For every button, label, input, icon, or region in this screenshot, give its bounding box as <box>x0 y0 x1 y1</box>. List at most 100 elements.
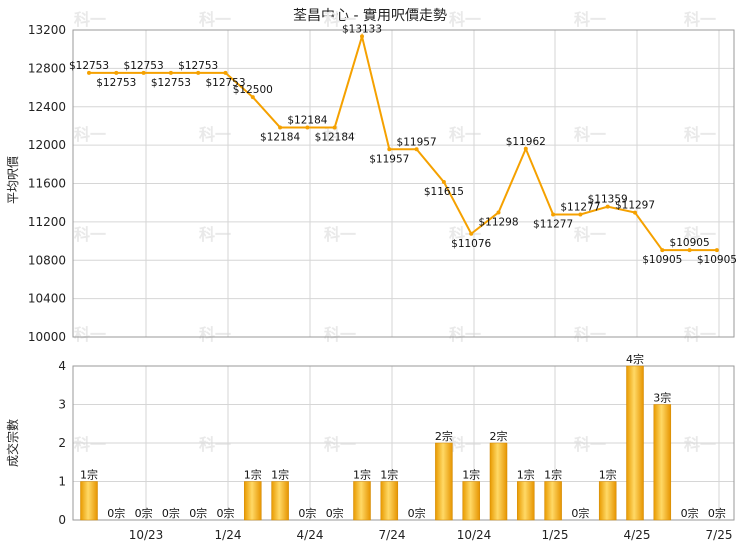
price-plot-frame <box>72 29 735 338</box>
count-y-tick-label: 0 <box>58 513 66 527</box>
price-data-label: $12753 <box>178 60 218 72</box>
count-bar-label: 4宗 <box>626 352 644 366</box>
price-y-tick-label: 10000 <box>28 330 66 344</box>
price-data-label: $10905 <box>697 254 737 266</box>
price-y-tick-label: 10400 <box>28 292 66 306</box>
count-y-tick-label: 3 <box>58 398 66 412</box>
watermark-text: 科一 <box>684 225 716 244</box>
watermark-text: 科一 <box>324 125 356 144</box>
price-point <box>387 147 392 152</box>
count-bar <box>462 481 480 521</box>
x-tick-label: 7/24 <box>379 528 406 542</box>
watermark-text: 科一 <box>684 325 716 344</box>
price-data-label: $12184 <box>315 131 355 143</box>
count-bars <box>80 365 672 521</box>
price-y-tick-label: 12400 <box>28 100 66 114</box>
count-bar-label: 1宗 <box>353 468 371 482</box>
count-bar-label: 0宗 <box>135 506 153 520</box>
price-point <box>87 70 91 75</box>
price-data-label: $11957 <box>369 153 409 165</box>
watermark-text: 科一 <box>324 435 356 454</box>
count-bar-label: 0宗 <box>326 506 344 520</box>
price-point <box>469 231 474 236</box>
watermark-text: 科一 <box>684 10 716 29</box>
watermark-text: 科一 <box>574 435 606 454</box>
price-point <box>687 248 692 253</box>
count-bar <box>244 481 262 521</box>
count-bar-label: 1宗 <box>271 468 289 482</box>
price-point <box>605 204 610 209</box>
watermark-text: 科一 <box>574 325 606 344</box>
count-bar <box>380 481 399 521</box>
chart-title: 荃昌中心 - 實用呎價走勢 <box>293 7 447 24</box>
count-bar <box>353 481 371 521</box>
x-tick-label: 7/25 <box>706 528 733 542</box>
watermark-text: 科一 <box>684 125 716 144</box>
price-data-label: $12753 <box>96 77 136 89</box>
count-bar-label: 1宗 <box>462 468 480 482</box>
price-data-label: $12184 <box>287 114 327 126</box>
count-y-tick-label: 1 <box>58 475 66 489</box>
price-line-series <box>89 32 717 252</box>
count-bar-label: 0宗 <box>571 506 589 520</box>
count-bar-label: 0宗 <box>107 506 125 520</box>
count-bar-label: 2宗 <box>435 429 453 443</box>
price-point <box>223 70 228 75</box>
watermark-text: 科一 <box>574 225 606 244</box>
price-point <box>360 34 364 39</box>
count-bar-label: 1宗 <box>517 468 535 482</box>
watermark-text: 科一 <box>449 125 481 144</box>
watermark-text: 科一 <box>74 225 106 244</box>
x-tick-label: 4/24 <box>297 528 324 542</box>
watermark-text: 科一 <box>199 325 231 344</box>
count-bar <box>626 365 644 521</box>
price-data-label: $12753 <box>151 77 191 89</box>
count-bar-label: 0宗 <box>162 506 180 520</box>
x-tick-label: 4/25 <box>624 528 651 542</box>
price-data-label: $11076 <box>451 238 491 250</box>
x-axis: 10/23 1/24 4/24 7/24 10/24 1/25 4/25 7/25 <box>129 528 733 542</box>
price-point <box>141 70 146 75</box>
count-bar <box>598 481 617 521</box>
price-data-label: $10905 <box>642 254 682 266</box>
price-point <box>305 125 310 130</box>
watermark-text: 科一 <box>199 225 231 244</box>
price-point <box>250 95 255 100</box>
count-bar-label: 1宗 <box>599 468 617 482</box>
price-point <box>414 147 419 152</box>
price-y-axis-title: 平均呎價 <box>6 156 20 204</box>
price-data-label: $12753 <box>69 60 109 72</box>
count-bar-label: 0宗 <box>408 506 426 520</box>
price-point <box>660 248 665 253</box>
watermark-text: 科一 <box>684 435 716 454</box>
price-data-label: $11615 <box>424 186 464 198</box>
watermark-text: 科一 <box>199 10 231 29</box>
price-point <box>196 70 201 75</box>
count-y-axis: 0 1 2 3 4 <box>58 359 66 527</box>
count-bar-label: 2宗 <box>490 429 508 443</box>
count-bar <box>517 481 535 521</box>
price-point <box>523 146 528 151</box>
count-bar <box>544 481 562 521</box>
price-y-tick-label: 12000 <box>28 138 66 152</box>
watermark-text: 科一 <box>74 325 106 344</box>
price-point <box>578 212 583 217</box>
x-tick-label: 1/24 <box>215 528 242 542</box>
price-data-label: $11277 <box>560 201 600 213</box>
price-y-axis: 10000 10400 10800 11200 11600 12000 12400 12800… <box>28 23 66 344</box>
price-y-tick-label: 11600 <box>28 177 66 191</box>
count-bar-label: 1宗 <box>380 468 398 482</box>
price-data-label: $11359 <box>588 194 628 206</box>
price-data-label: $11298 <box>478 216 518 228</box>
watermark-text: 科一 <box>324 225 356 244</box>
count-bar-labels: 1宗 0宗 0宗 0宗 0宗 0宗 1宗 1宗 0宗 0宗 1宗 1宗 0宗 2宗 1宗 2宗 1宗 1宗 0宗 1宗… <box>80 352 726 520</box>
count-bar-label: 3宗 <box>653 391 671 405</box>
watermark-text: 科一 <box>74 125 106 144</box>
count-bar <box>489 442 508 521</box>
price-point <box>114 70 119 75</box>
price-data-label: $12500 <box>233 84 273 96</box>
price-point <box>633 210 637 215</box>
count-y-tick-label: 2 <box>58 436 66 450</box>
count-bar-label: 0宗 <box>708 506 726 520</box>
